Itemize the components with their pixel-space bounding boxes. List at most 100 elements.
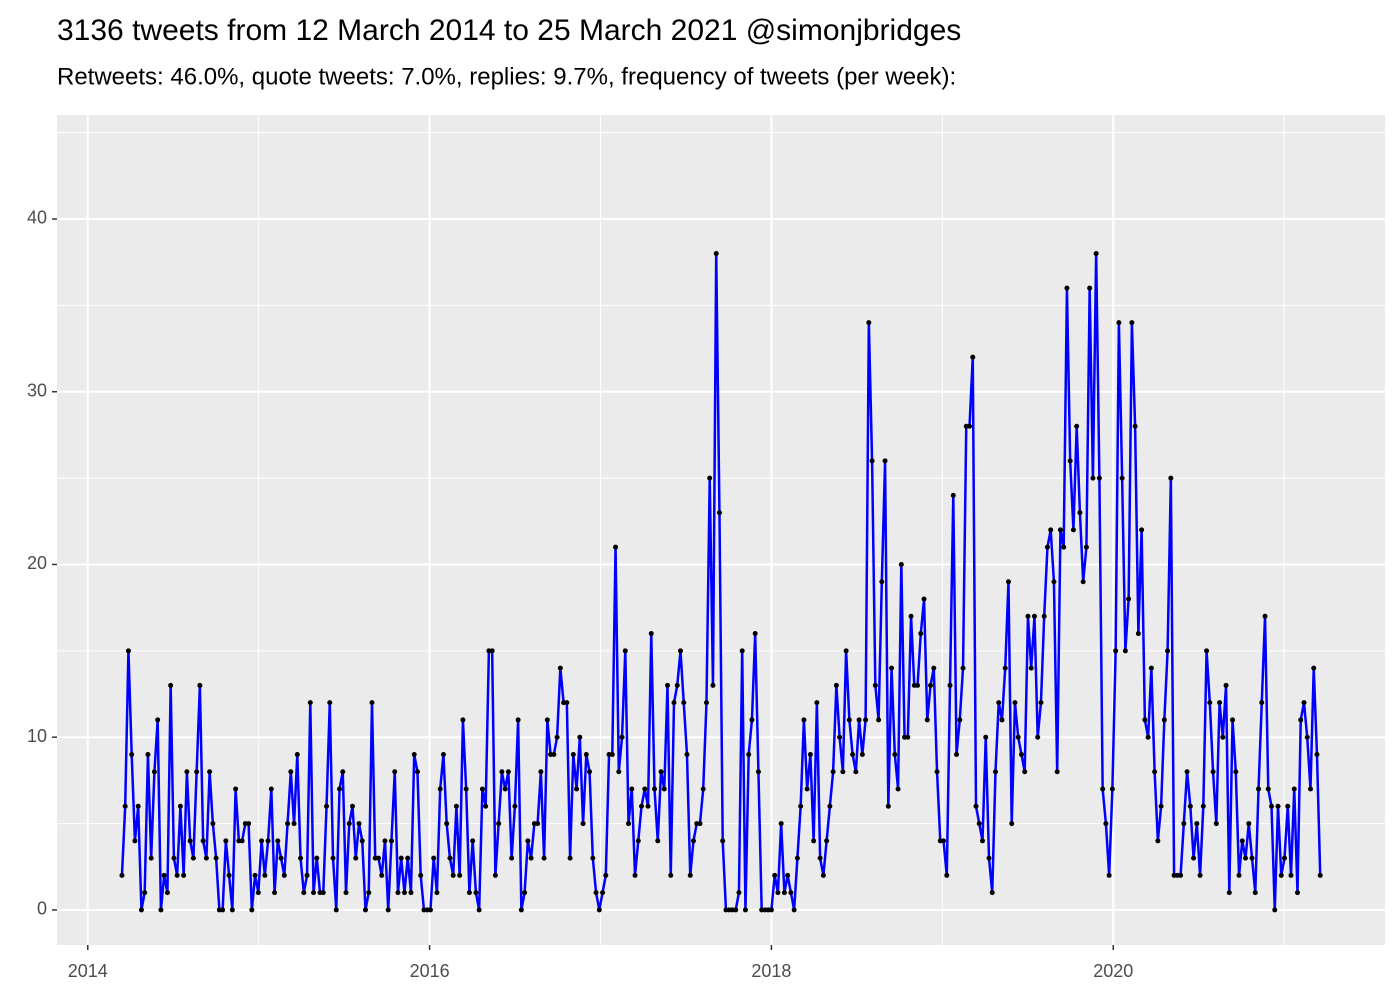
data-point (294, 751, 300, 757)
data-point (350, 803, 356, 809)
y-tick-label: 0 (37, 899, 47, 919)
data-point (645, 803, 651, 809)
data-point (343, 890, 349, 896)
data-point (440, 751, 446, 757)
data-point (203, 855, 209, 861)
data-point (1304, 734, 1310, 740)
data-point (252, 872, 258, 878)
plot-panel (57, 115, 1385, 945)
data-point (164, 890, 170, 896)
data-point (190, 855, 196, 861)
data-point (1223, 682, 1229, 688)
data-point (768, 907, 774, 913)
data-point (755, 769, 761, 775)
data-point (632, 872, 638, 878)
data-point (249, 907, 255, 913)
data-point (392, 769, 398, 775)
data-point (655, 838, 661, 844)
data-point (944, 872, 950, 878)
data-point (281, 872, 287, 878)
data-point (895, 786, 901, 792)
data-point (437, 786, 443, 792)
data-point (460, 717, 466, 723)
data-point (395, 890, 401, 896)
data-point (1087, 285, 1093, 291)
data-point (1122, 648, 1128, 654)
data-point (954, 751, 960, 757)
data-point (1243, 855, 1249, 861)
data-point (668, 872, 674, 878)
data-point (382, 838, 388, 844)
data-point (619, 734, 625, 740)
data-point (674, 682, 680, 688)
data-point (665, 682, 671, 688)
x-tick-label: 2018 (751, 961, 791, 981)
data-point (869, 458, 875, 464)
data-point (1139, 527, 1145, 533)
data-point (1025, 613, 1031, 619)
data-point (1301, 700, 1307, 706)
data-point (824, 838, 830, 844)
data-point (1135, 631, 1141, 637)
data-point (1294, 890, 1300, 896)
data-point (918, 631, 924, 637)
data-point (1233, 769, 1239, 775)
data-point (1252, 890, 1258, 896)
data-point (509, 855, 515, 861)
data-point (408, 890, 414, 896)
data-point (1217, 700, 1223, 706)
data-point (590, 855, 596, 861)
data-point (1015, 734, 1021, 740)
data-point (158, 907, 164, 913)
data-point (512, 803, 518, 809)
data-point (246, 821, 252, 827)
data-point (1054, 769, 1060, 775)
data-point (642, 786, 648, 792)
data-point (223, 838, 229, 844)
data-point (866, 320, 872, 326)
data-point (1207, 700, 1213, 706)
data-point (892, 751, 898, 757)
data-point (122, 803, 128, 809)
x-tick-label: 2020 (1093, 961, 1133, 981)
data-point (327, 700, 333, 706)
data-point (1009, 821, 1015, 827)
data-point (427, 907, 433, 913)
data-point (239, 838, 245, 844)
data-point (626, 821, 632, 827)
data-point (1148, 665, 1154, 671)
data-point (596, 907, 602, 913)
data-point (278, 855, 284, 861)
data-point (658, 769, 664, 775)
data-point (194, 769, 200, 775)
data-point (856, 717, 862, 723)
data-point (398, 855, 404, 861)
data-point (1194, 821, 1200, 827)
data-point (492, 872, 498, 878)
data-point (1106, 872, 1112, 878)
data-point (1311, 665, 1317, 671)
data-point (379, 872, 385, 878)
data-point (155, 717, 161, 723)
data-point (262, 872, 268, 878)
data-point (593, 890, 599, 896)
data-point (1080, 579, 1086, 585)
data-point (613, 544, 619, 550)
data-point (1067, 458, 1073, 464)
data-point (1119, 475, 1125, 481)
data-point (853, 769, 859, 775)
data-point (677, 648, 683, 654)
y-tick-label: 20 (27, 553, 47, 573)
y-tick-label: 10 (27, 726, 47, 746)
data-point (833, 682, 839, 688)
data-point (850, 751, 856, 757)
data-point (1191, 855, 1197, 861)
data-point (720, 838, 726, 844)
data-point (889, 665, 895, 671)
data-point (518, 907, 524, 913)
data-point (148, 855, 154, 861)
data-point (405, 855, 411, 861)
data-point (817, 855, 823, 861)
data-point (499, 769, 505, 775)
data-point (1200, 803, 1206, 809)
